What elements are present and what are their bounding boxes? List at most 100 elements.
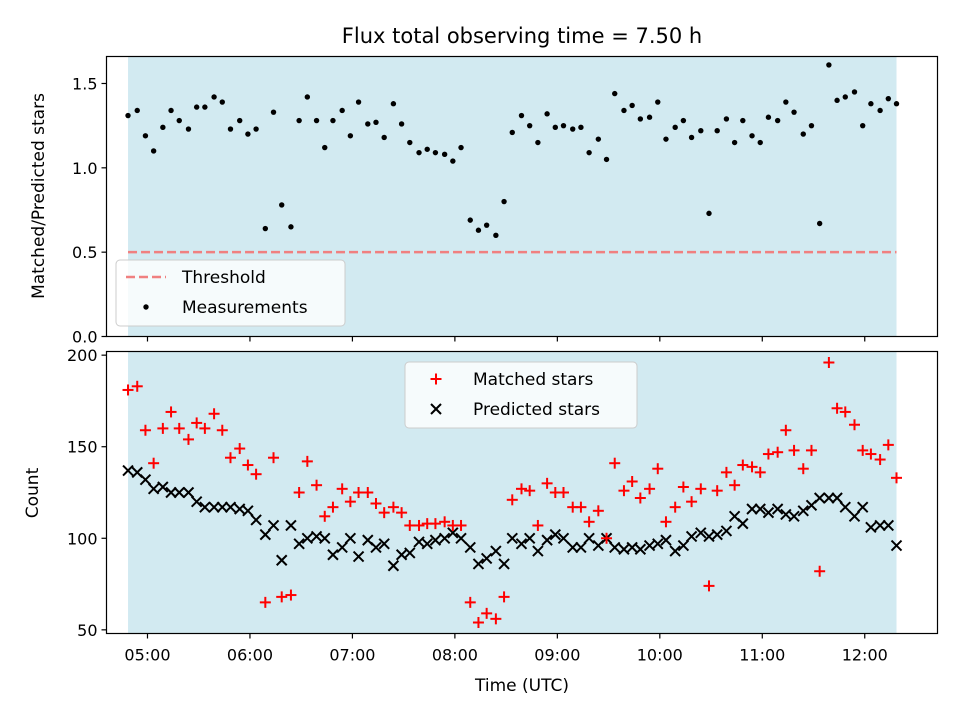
x-marker-b [472,558,485,570]
x-marker-b [541,534,553,546]
predicted-stars-point [583,532,595,544]
x-marker-b [370,541,382,554]
x-marker-b [831,492,843,504]
legend-box-top [115,259,346,327]
predicted-stars-point [472,558,485,570]
x-marker-b [839,501,851,513]
matched-stars-point [849,419,861,431]
matched-stars-point [797,463,809,475]
matched-stars-point [370,497,382,509]
x-marker-b [267,519,280,532]
legend-predicted-label: Predicted stars [473,400,600,420]
x-marker-b [728,510,741,523]
matched-stars-point [746,461,758,473]
measurement-point [731,139,738,146]
legend-matched-swatch [430,373,442,385]
predicted-stars-point [506,532,518,544]
measurement-point [859,122,866,129]
legend-plus-marker [430,373,442,385]
predicted-stars-point [515,538,528,550]
matched-stars-point [157,422,169,434]
matched-stars-point [362,487,374,498]
y-axis-ticks-bottom: 50 100 150 200 [67,346,107,640]
measurement-point [185,126,192,132]
predicted-stars-point [413,536,425,548]
matched-stars-point [301,455,313,467]
matched-stars-point [439,516,451,528]
measurement-point [270,109,277,115]
predicted-stars-point [575,541,587,554]
predicted-stars-point [250,514,262,526]
legend-bottom: Matched stars Predicted stars [404,361,638,429]
y-tick-label: 1.0 [72,159,97,178]
measurement-point [483,222,490,228]
x-marker-b [583,532,595,544]
matched-stars-point [242,459,254,471]
x-marker-b [618,543,630,555]
x-marker-b [515,538,528,550]
matched-stars-point [695,483,707,495]
predicted-stars-point [609,541,621,554]
predicted-stars-point [310,530,323,543]
measurement-point [791,109,797,115]
predicted-stars-point [618,543,630,555]
x-marker-b [336,541,348,554]
matched-stars-point [601,532,613,544]
matched-stars-point [336,483,348,495]
x-marker-b [199,501,211,513]
measurement-points [125,62,900,238]
x-marker-b [634,543,647,555]
x-marker-b [447,527,459,539]
matched-stars-point [131,380,143,392]
predicted-stars-point [626,541,638,554]
measurement-point [288,224,294,230]
matched-stars-point [173,422,185,434]
matched-stars-point [583,516,595,528]
x-marker-b [523,532,536,544]
predicted-stars-point [839,501,851,513]
x-marker-b [762,506,775,519]
x-marker-b [131,466,143,479]
legend-box-bottom [404,361,638,429]
x-marker-b [643,539,656,552]
predicted-stars-point [823,492,835,504]
x-marker-b [122,464,134,477]
measurement-point [347,133,354,139]
axes-frame-bottom [105,350,939,635]
x-tick-label: 07:00 [329,646,375,665]
matched-stars-point [515,483,527,495]
matched-stars-point [234,443,246,455]
measurement-point [219,99,225,105]
x-marker-b [301,532,314,544]
predicted-stars-point [813,492,826,504]
predicted-stars-point [669,545,681,557]
matched-stars-point [404,519,416,531]
x-marker-b [404,547,416,559]
flux-ratio-panel: 0.0 0.5 1.0 1.5 Matched/Predicted stars Thr… [29,55,939,347]
measurement-point [595,136,602,142]
measurement-point [381,134,387,141]
predicted-stars-point [532,545,544,557]
x-marker-b [413,536,425,548]
measurement-point [706,210,712,217]
x-marker-b [250,514,262,526]
matched-stars-point [165,406,177,418]
measurement-point [655,99,661,105]
matched-stars-point [199,422,211,434]
matched-stars-point [874,454,886,466]
predicted-stars-point [831,492,843,504]
measurement-point [646,114,653,120]
x-marker-b [319,532,331,544]
measurement-point [227,126,234,132]
figure-title: Flux total observing time = 7.50 h [342,24,702,48]
matched-stars-point [882,439,894,451]
predicted-stars-point [293,538,305,550]
matched-stars-point [660,516,672,528]
x-marker-b [788,510,800,523]
x-marker-b [352,550,365,563]
measurement-point [578,124,584,131]
counts-panel: 50 100 150 200 05:00 06:00 07:00 08:00 09:00 10:… [23,346,939,696]
measurement-point [621,107,627,114]
legend-measurement-swatch [143,304,149,310]
